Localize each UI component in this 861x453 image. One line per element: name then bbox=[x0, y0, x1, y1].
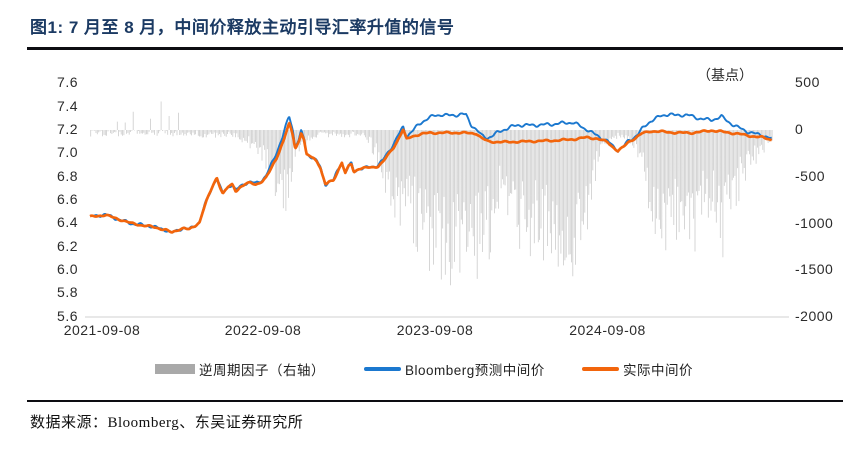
bar-swatch-icon bbox=[155, 364, 195, 374]
countercyclical-factor-bars bbox=[90, 101, 773, 286]
y-axis-left-tick: 6.8 bbox=[57, 167, 78, 184]
legend-item-countercyclical-factor: 逆周期因子（右轴） bbox=[155, 360, 325, 378]
y-axis-left-tick: 7.0 bbox=[57, 144, 78, 161]
x-axis-tick: 2021-09-08 bbox=[63, 322, 141, 338]
y-axis-right-tick: -1500 bbox=[795, 261, 834, 278]
chart-legend: 逆周期因子（右轴） Bloomberg预测中间价 实际中间价 bbox=[0, 360, 861, 380]
y-axis-left-tick: 6.0 bbox=[57, 261, 78, 278]
y-axis-right-tick: -500 bbox=[795, 167, 826, 184]
y-axis-right-tick: -1000 bbox=[795, 214, 834, 231]
y-axis-right-tick: 500 bbox=[795, 74, 820, 91]
legend-item-actual-fix: 实际中间价 bbox=[582, 360, 693, 378]
y-axis-left-tick: 5.8 bbox=[57, 284, 78, 301]
x-axis-tick: 2022-09-08 bbox=[224, 322, 302, 338]
footer-divider-rule bbox=[27, 400, 843, 402]
y-axis-left-tick: 7.2 bbox=[57, 120, 78, 137]
y-axis-right-tick: -2000 bbox=[795, 308, 834, 325]
y-axis-left-tick: 7.6 bbox=[57, 74, 78, 91]
x-axis-tick: 2023-09-08 bbox=[396, 322, 474, 338]
y-axis-right-tick: 0 bbox=[795, 121, 804, 137]
right-axis-unit-label: （基点） bbox=[697, 67, 753, 83]
y-axis-left-tick: 6.6 bbox=[57, 191, 78, 207]
legend-label: 逆周期因子（右轴） bbox=[199, 363, 325, 378]
title-divider-rule bbox=[27, 47, 843, 50]
data-source-note: 数据来源：Bloomberg、东吴证券研究所 bbox=[30, 415, 304, 431]
orange-line-swatch-icon bbox=[582, 367, 619, 371]
y-axis-left-tick: 6.2 bbox=[57, 237, 78, 254]
x-axis-tick: 2024-09-08 bbox=[569, 322, 646, 338]
y-axis-left-tick: 7.4 bbox=[57, 97, 78, 114]
actual-fix-line bbox=[89, 121, 773, 234]
legend-item-bloomberg-forecast: Bloomberg预测中间价 bbox=[364, 360, 545, 378]
y-axis-left-tick: 6.4 bbox=[57, 214, 78, 231]
blue-line-swatch-icon bbox=[364, 367, 401, 371]
legend-label: Bloomberg预测中间价 bbox=[405, 363, 545, 378]
y-axis-left-tick: 5.6 bbox=[57, 307, 78, 324]
figure-title: 图1: 7 月至 8 月，中间价释放主动引导汇率升值的信号 bbox=[30, 18, 455, 37]
legend-label: 实际中间价 bbox=[623, 363, 693, 378]
